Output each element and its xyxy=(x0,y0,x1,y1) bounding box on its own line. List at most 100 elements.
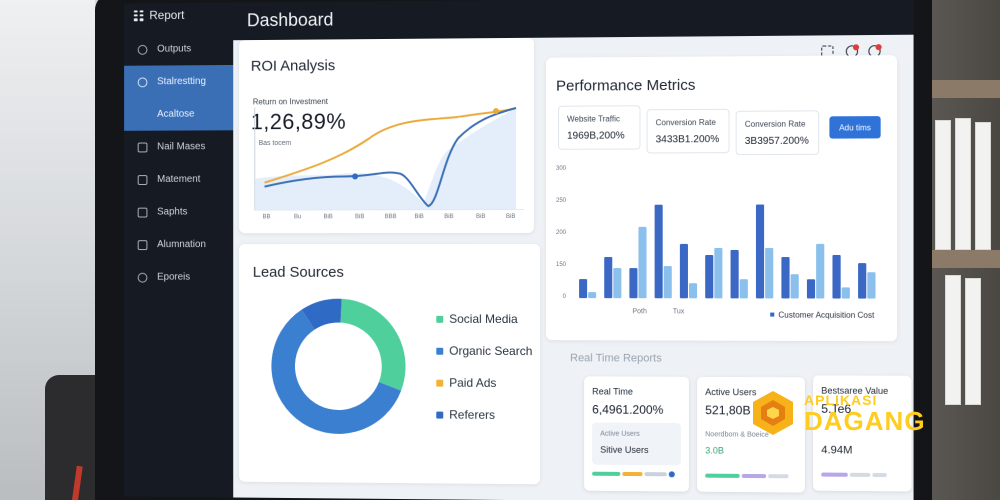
notification-dot xyxy=(876,44,882,50)
performance-card: Performance Metrics Website Traffic 1969… xyxy=(546,55,897,341)
realtime-card-value: 6,4961.200% xyxy=(592,402,663,416)
bar-xtick: Poth xyxy=(632,308,647,315)
progress-dot xyxy=(669,471,675,477)
realtime-card-sub2: Sitive Users xyxy=(600,445,648,455)
sidebar-nav: Outputs Stalrestting Acaltose Nail Mases… xyxy=(124,32,233,293)
brand-label: Report xyxy=(149,8,184,22)
legend-label: Social Media xyxy=(449,312,517,326)
legend-swatch xyxy=(436,379,443,386)
clock-icon xyxy=(138,44,148,54)
bar-ytick: 0 xyxy=(546,294,566,300)
progress-segment xyxy=(768,474,788,478)
aplikasi-dagang-logo-icon xyxy=(748,388,798,438)
bar xyxy=(705,255,713,299)
realtime-card-sub: Active Users xyxy=(600,431,640,438)
metric-value: 1969B,200% xyxy=(567,130,625,141)
realtime-section-label: Real Time Reports xyxy=(570,352,662,364)
background-binder xyxy=(955,118,971,250)
bar xyxy=(714,248,722,298)
legend-swatch xyxy=(436,411,443,418)
page-title: Dashboard xyxy=(247,10,334,32)
roi-xtick: BiB xyxy=(324,214,333,220)
sidebar-item-label: Saphts xyxy=(157,207,187,218)
roi-xtick: BiB xyxy=(414,214,423,220)
metric-label: Conversion Rate xyxy=(656,118,716,127)
bar xyxy=(842,288,850,299)
chart-icon xyxy=(138,77,148,87)
bar xyxy=(740,279,748,299)
sidebar-item-nail-mases[interactable]: Nail Mases xyxy=(124,130,233,163)
sidebar-item-label: Outputs xyxy=(157,44,191,55)
bar xyxy=(756,204,764,298)
bar-ytick: 250 xyxy=(546,198,566,204)
active-users-value: 521,80B xyxy=(705,403,750,417)
brand: Report xyxy=(134,8,185,22)
sidebar-item-eporeis[interactable]: Eporeis xyxy=(124,261,233,294)
sidebar-item-acaltose[interactable]: Acaltose xyxy=(124,98,233,131)
bar xyxy=(613,268,621,298)
chat-icon xyxy=(138,207,148,217)
metric-conversion-rate-2: Conversion Rate 3B3957.200% xyxy=(736,110,820,155)
background-binder xyxy=(935,120,951,250)
progress-segment xyxy=(872,473,886,477)
background-binder xyxy=(945,275,961,405)
progress-segment xyxy=(821,473,848,477)
bar xyxy=(655,205,663,299)
bar xyxy=(791,274,799,298)
legend-label: Referers xyxy=(449,408,495,422)
sidebar-item-matement[interactable]: Matement xyxy=(124,163,233,196)
progress-segment xyxy=(705,474,740,478)
bestsaree-sub2: 4.94M xyxy=(821,444,852,456)
sidebar-item-alumnation[interactable]: Alumnation xyxy=(124,228,233,261)
sidebar-item-stalrestting[interactable]: Stalrestting xyxy=(124,65,233,98)
metric-website-traffic: Website Traffic 1969B,200% xyxy=(558,105,640,150)
xlabel-marker xyxy=(770,313,774,317)
roi-xtick: BiB xyxy=(444,214,453,220)
legend-paid-ads: Paid Ads xyxy=(436,376,496,390)
sidebar-item-saphts[interactable]: Saphts xyxy=(124,196,233,229)
progress-segment xyxy=(592,472,620,476)
sidebar-item-label: Matement xyxy=(157,174,200,185)
bar-ytick: 300 xyxy=(546,166,566,172)
legend-label: Paid Ads xyxy=(449,376,496,390)
active-users-sub2: 3.0B xyxy=(705,445,724,455)
watermark-line2: DAGANG xyxy=(804,408,926,434)
sidebar-item-label: Stalrestting xyxy=(157,76,206,87)
legend-referers: Referers xyxy=(436,408,495,422)
roi-xtick: BBB xyxy=(385,214,397,220)
watermark-text: APLIKASI DAGANG xyxy=(804,392,926,434)
metric-conversion-rate: Conversion Rate 3433B1.200% xyxy=(647,109,730,154)
sidebar-item-label: Nail Mases xyxy=(157,141,205,152)
roi-title: ROI Analysis xyxy=(251,57,335,74)
metric-label: Website Traffic xyxy=(567,114,620,123)
bar xyxy=(816,244,824,299)
bar-x-axis-label: Customer Acquisition Cost xyxy=(778,311,874,320)
list-icon xyxy=(138,175,148,185)
bar xyxy=(680,244,688,299)
performance-title: Performance Metrics xyxy=(556,77,695,95)
bar xyxy=(604,257,612,298)
donut-slice-social-media xyxy=(341,311,394,387)
progress-segment xyxy=(622,472,642,476)
bar xyxy=(765,248,773,298)
background-binder xyxy=(965,278,981,405)
header: Dashboard xyxy=(233,0,913,40)
donut-slice-referers xyxy=(308,311,341,320)
bar xyxy=(807,279,815,299)
background-binder xyxy=(975,122,991,250)
realtime-progress xyxy=(592,471,675,478)
file-icon xyxy=(138,240,148,250)
bar-xtick: Tux xyxy=(673,308,685,315)
roi-line-chart xyxy=(251,98,528,211)
metric-label: Conversion Rate xyxy=(745,120,806,129)
sidebar-item-outputs[interactable]: Outputs xyxy=(124,32,233,65)
bar xyxy=(858,263,866,298)
legend-swatch xyxy=(436,315,443,322)
roi-xtick: BiB xyxy=(355,214,364,220)
bar xyxy=(664,266,672,299)
add-items-button[interactable]: Adu tims xyxy=(829,116,880,139)
roi-xtick: Bu xyxy=(294,214,301,220)
folder-icon xyxy=(138,142,148,152)
legend-swatch xyxy=(436,347,443,354)
bar-ytick: 200 xyxy=(546,230,566,236)
